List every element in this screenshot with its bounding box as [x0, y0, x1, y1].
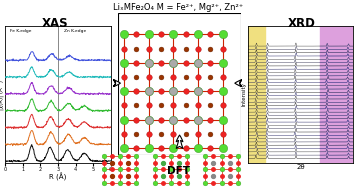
Y-axis label: Intensity: Intensity — [242, 83, 247, 106]
Bar — [320, 26, 353, 163]
Text: XAS: XAS — [42, 17, 69, 30]
Text: LiₓMFe₂O₄ M = Fe²⁺, Mg²⁺, Zn²⁺: LiₓMFe₂O₄ M = Fe²⁺, Mg²⁺, Zn²⁺ — [114, 3, 243, 12]
Text: XRD: XRD — [288, 17, 316, 30]
Text: Fe K-edge: Fe K-edge — [10, 29, 31, 33]
X-axis label: 2θ: 2θ — [296, 164, 305, 170]
Text: Zn K-edge: Zn K-edge — [64, 29, 87, 33]
Bar — [248, 26, 265, 163]
X-axis label: R (Å): R (Å) — [49, 173, 67, 181]
Y-axis label: |χ(R)| (Å⁻³): |χ(R)| (Å⁻³) — [0, 80, 4, 109]
Text: DFT: DFT — [167, 166, 190, 176]
